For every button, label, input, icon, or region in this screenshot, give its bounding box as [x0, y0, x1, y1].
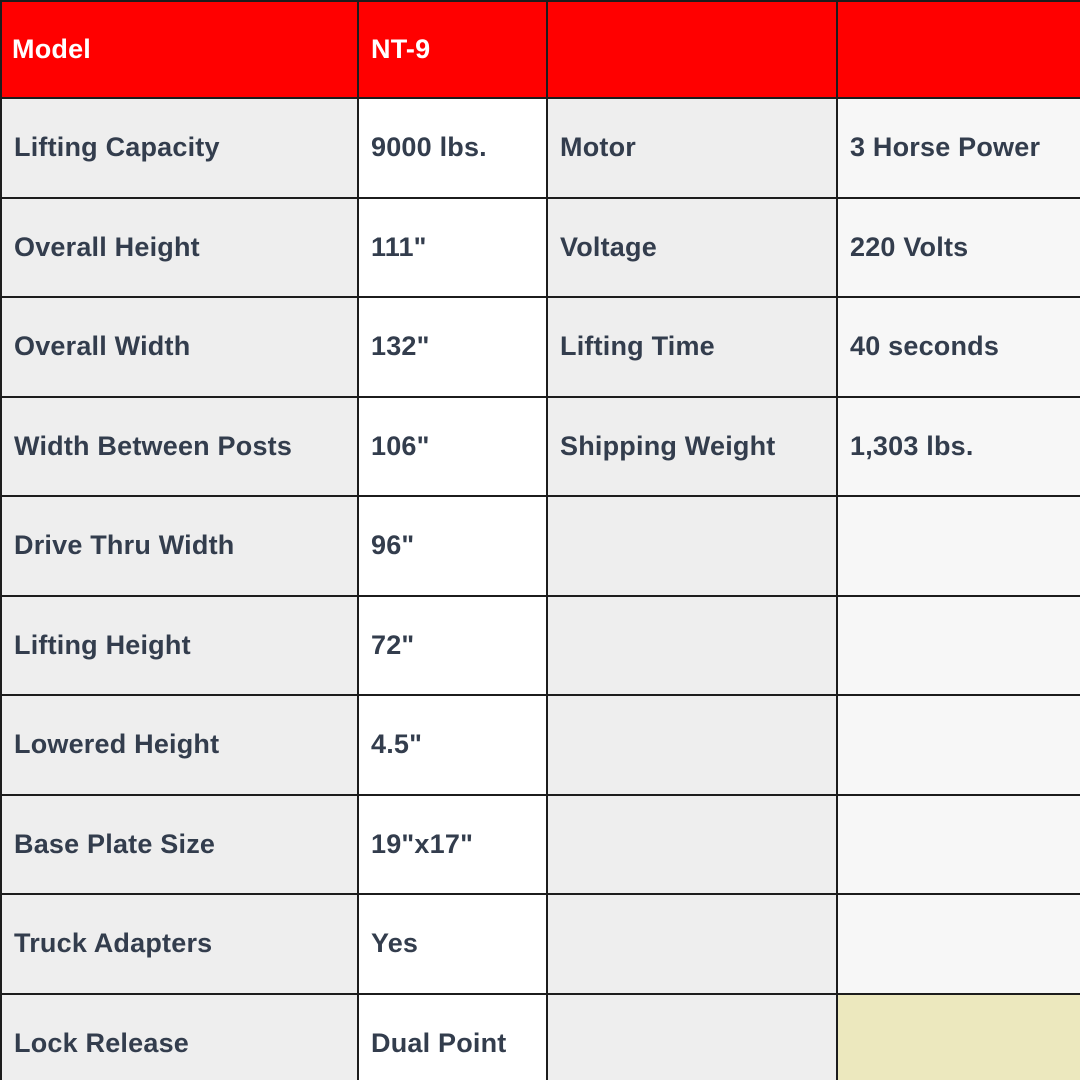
spec-label-primary: Width Between Posts: [1, 396, 359, 497]
table-row: Lifting Capacity 9000 lbs. Motor 3 Horse Po…: [1, 98, 1080, 199]
spec-value-primary: 9000 lbs.: [358, 98, 548, 199]
table-body: Lifting Capacity 9000 lbs. Motor 3 Horse Po…: [1, 98, 1080, 1080]
spec-value-primary: Yes: [358, 894, 548, 995]
table-row: Lock Release Dual Point: [1, 993, 1080, 1080]
spec-label-primary: Base Plate Size: [1, 794, 359, 895]
spec-label-primary: Overall Height: [1, 197, 359, 298]
spec-label-secondary: [547, 993, 838, 1080]
header-cell-model: Model: [1, 1, 359, 99]
spec-value-primary: 4.5": [358, 695, 548, 796]
spec-label-secondary: [547, 794, 838, 895]
spec-value-primary: 96": [358, 496, 548, 597]
spec-label-primary: Lifting Height: [1, 595, 359, 696]
spec-label-primary: Truck Adapters: [1, 894, 359, 995]
header-cell-nt9: NT-9: [358, 1, 548, 99]
spec-value-primary: Dual Point: [358, 993, 548, 1080]
header-cell-blank-2: [837, 1, 1080, 99]
spec-value-primary: 72": [358, 595, 548, 696]
table-row: Lifting Height 72": [1, 595, 1080, 696]
table-row: Width Between Posts 106" Shipping Weight 1,…: [1, 396, 1080, 497]
spec-value-primary: 106": [358, 396, 548, 497]
spec-label-secondary: [547, 695, 838, 796]
spec-value-primary: 111": [358, 197, 548, 298]
table-row: Overall Height 111" Voltage 220 Volts: [1, 197, 1080, 298]
table-row: Overall Width 132" Lifting Time 40 seconds: [1, 297, 1080, 398]
spec-label-primary: Lifting Capacity: [1, 98, 359, 199]
spec-label-primary: Lock Release: [1, 993, 359, 1080]
table-header-row: Model NT-9: [1, 1, 1080, 99]
spec-value-secondary: [837, 993, 1080, 1080]
spec-label-secondary: [547, 595, 838, 696]
table-row: Drive Thru Width 96": [1, 496, 1080, 597]
header-cell-blank-1: [547, 1, 838, 99]
spec-value-secondary: [837, 595, 1080, 696]
table-row: Truck Adapters Yes: [1, 894, 1080, 995]
spec-label-secondary: Lifting Time: [547, 297, 838, 398]
spec-value-secondary: [837, 496, 1080, 597]
spec-label-secondary: Motor: [547, 98, 838, 199]
spec-value-secondary: 3 Horse Power: [837, 98, 1080, 199]
spec-value-secondary: 1,303 lbs.: [837, 396, 1080, 497]
spec-label-secondary: [547, 496, 838, 597]
spec-value-secondary: [837, 894, 1080, 995]
spec-value-primary: 132": [358, 297, 548, 398]
table-row: Lowered Height 4.5": [1, 695, 1080, 796]
spec-label-secondary: [547, 894, 838, 995]
spec-label-primary: Overall Width: [1, 297, 359, 398]
spec-value-secondary: 40 seconds: [837, 297, 1080, 398]
spec-value-secondary: 220 Volts: [837, 197, 1080, 298]
spec-label-primary: Lowered Height: [1, 695, 359, 796]
spec-value-primary: 19"x17": [358, 794, 548, 895]
spec-label-primary: Drive Thru Width: [1, 496, 359, 597]
spec-label-secondary: Voltage: [547, 197, 838, 298]
spec-value-secondary: [837, 794, 1080, 895]
table-head: Model NT-9: [1, 1, 1080, 99]
table-row: Base Plate Size 19"x17": [1, 794, 1080, 895]
spec-label-secondary: Shipping Weight: [547, 396, 838, 497]
spec-value-secondary: [837, 695, 1080, 796]
